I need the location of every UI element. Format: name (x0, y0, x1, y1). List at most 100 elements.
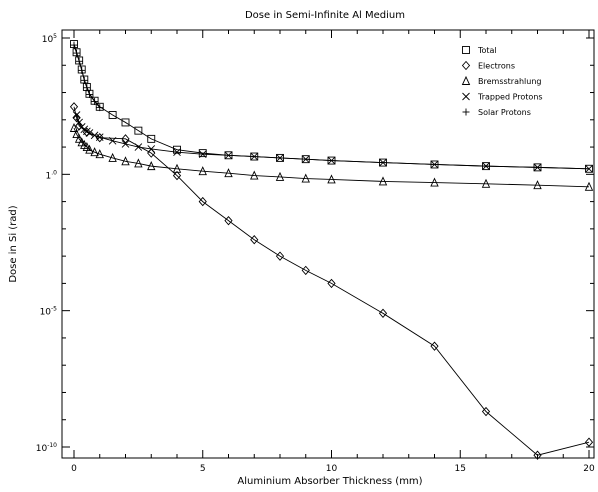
x-axis-label: Aluminium Absorber Thickness (mm) (237, 476, 422, 487)
legend-label: Solar Protons (478, 108, 531, 117)
legend-item: Electrons (461, 60, 515, 71)
data-point (108, 111, 117, 119)
data-point (85, 129, 94, 137)
data-point (78, 66, 86, 74)
x-tick-label: 20 (583, 464, 595, 474)
legend-marker (462, 108, 470, 116)
x-tick-label: 10 (326, 464, 338, 474)
data-point (69, 102, 79, 112)
data-point (121, 134, 130, 144)
data-point (147, 145, 156, 153)
series-line (73, 106, 590, 456)
data-point (198, 150, 207, 158)
y-axis-ticks: 105 1.0 10-5 10-10 (36, 33, 594, 454)
series-trapped-protons (72, 111, 593, 173)
y-axis-label: Dose in Si (rad) (8, 205, 19, 282)
data-point (275, 171, 285, 181)
data-point (430, 177, 439, 187)
legend-item: Bremsstrahlung (461, 75, 542, 86)
data-point (173, 148, 181, 156)
data-point (379, 158, 387, 167)
data-point (147, 161, 156, 171)
data-point (121, 140, 130, 148)
legend-label: Bremsstrahlung (478, 77, 542, 86)
data-point (134, 158, 143, 168)
data-point (147, 134, 156, 143)
data-point (481, 178, 491, 188)
data-point (74, 133, 84, 143)
data-point (172, 170, 182, 181)
legend-item: Solar Protons (462, 108, 531, 117)
legend: Total Electrons Bremsstrahlung Trapped Prot… (461, 46, 543, 117)
x-axis-ticks: 0 5 10 15 20 (71, 30, 595, 474)
data-point (585, 164, 593, 173)
legend-marker (461, 60, 471, 71)
legend-marker (461, 75, 471, 85)
legend-label: Total (477, 46, 497, 55)
data-point (584, 437, 594, 447)
data-point (72, 112, 81, 123)
data-point (108, 136, 117, 145)
legend-label: Trapped Protons (477, 93, 543, 102)
data-point (250, 170, 259, 180)
data-point (75, 57, 83, 65)
y-tick-label: 105 (42, 33, 57, 45)
data-point (482, 162, 490, 170)
data-point (172, 163, 182, 173)
legend-item: Total (462, 46, 497, 55)
data-point (108, 152, 117, 162)
data-point (250, 235, 259, 245)
data-point (198, 149, 207, 158)
data-point (584, 181, 594, 191)
data-point (85, 90, 93, 98)
legend-marker (462, 92, 470, 101)
data-point (481, 406, 491, 417)
data-point (533, 450, 542, 460)
series-electrons (69, 102, 594, 460)
data-point (224, 168, 233, 178)
legend-item: Trapped Protons (462, 92, 543, 102)
series-solar-protons (70, 41, 104, 112)
data-point (121, 118, 130, 127)
data-point (430, 160, 439, 169)
data-point (430, 341, 439, 351)
data-point (327, 174, 336, 184)
data-point (224, 215, 233, 226)
series-line (73, 127, 590, 188)
data-point (198, 166, 207, 176)
data-point (378, 308, 388, 318)
data-point (72, 128, 81, 139)
data-point (91, 97, 99, 105)
data-point (90, 147, 99, 157)
y-tick-label: 10-10 (36, 442, 57, 454)
y-tick-label: 1.0 (46, 169, 58, 181)
data-point (121, 156, 130, 166)
data-point (96, 104, 104, 112)
data-point (70, 41, 78, 49)
data-point (69, 122, 79, 132)
data-point (327, 278, 336, 289)
data-point (533, 180, 542, 190)
data-point (301, 173, 310, 183)
x-tick-label: 15 (455, 464, 466, 474)
data-point (95, 149, 104, 159)
data-point (83, 84, 91, 92)
plot-frame (61, 29, 595, 459)
data-point (73, 49, 81, 57)
data-point (80, 76, 88, 84)
x-tick-label: 0 (71, 464, 77, 474)
legend-marker (462, 46, 470, 54)
data-point (85, 144, 94, 154)
data-point (301, 155, 310, 163)
data-point (82, 127, 91, 137)
data-point (72, 111, 81, 119)
data-point (95, 133, 104, 142)
data-point (533, 163, 542, 172)
data-point (134, 126, 143, 135)
data-point (90, 131, 99, 140)
series-line (76, 114, 590, 170)
y-tick-label: 10-5 (40, 306, 58, 318)
x-tick-label: 5 (200, 464, 206, 474)
data-point (198, 196, 207, 207)
